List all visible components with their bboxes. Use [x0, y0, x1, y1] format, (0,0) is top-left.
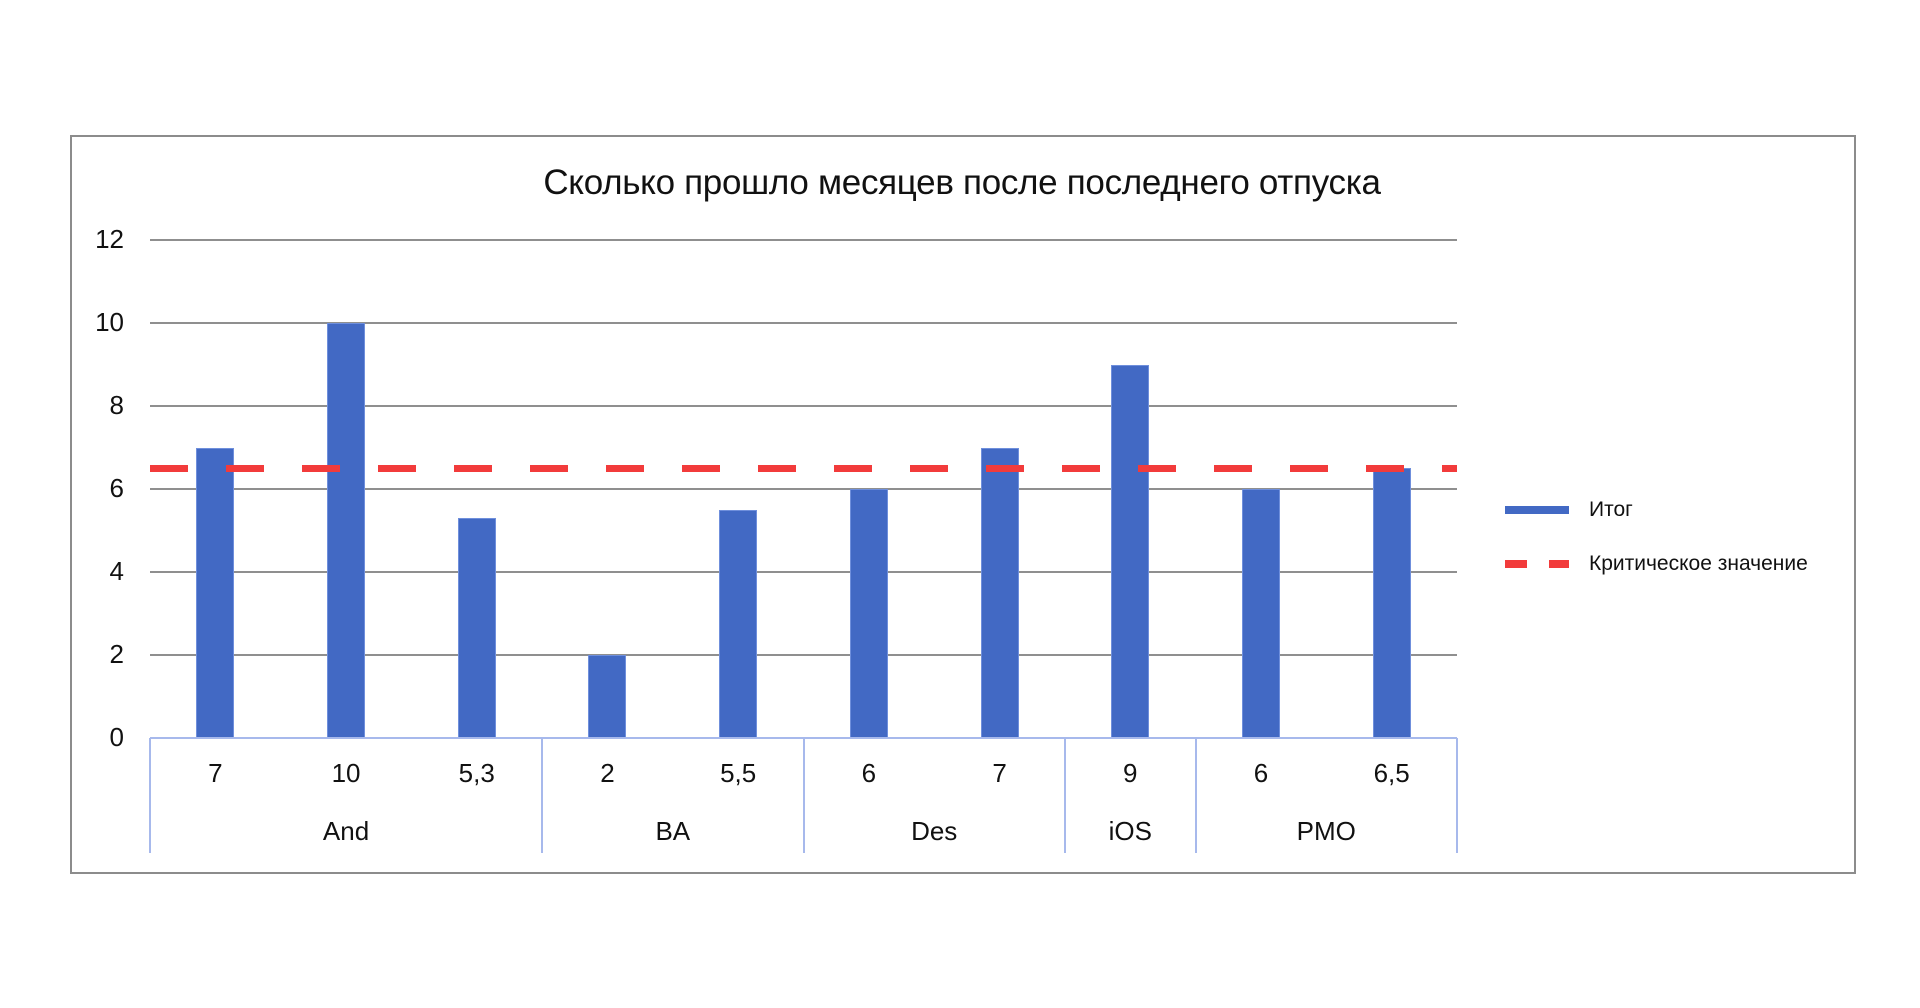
bar-6,5[interactable] [1372, 468, 1411, 738]
bar-6[interactable] [1241, 489, 1280, 738]
bar-5,3[interactable] [457, 518, 496, 738]
legend-item-critical[interactable]: Критическое значение [1505, 549, 1808, 579]
legend-swatch-bar-icon [1505, 506, 1569, 514]
legend-label: Критическое значение [1589, 552, 1808, 575]
legend-swatch-dashed-line-icon [1505, 560, 1569, 568]
legend: Итог Критическое значение [1505, 495, 1808, 603]
bar-5,5[interactable] [719, 509, 758, 738]
bar-2[interactable] [588, 655, 627, 738]
bar-7[interactable] [980, 447, 1019, 738]
legend-item-total[interactable]: Итог [1505, 495, 1808, 525]
bar-10[interactable] [327, 323, 366, 738]
bar-7[interactable] [196, 447, 235, 738]
bar-9[interactable] [1111, 364, 1150, 738]
chart-frame: Сколько прошло месяцев после последнего … [70, 135, 1856, 874]
bar-6[interactable] [849, 489, 888, 738]
chart-title: Сколько прошло месяцев после последнего … [543, 163, 1381, 202]
legend-label: Итог [1589, 498, 1633, 521]
